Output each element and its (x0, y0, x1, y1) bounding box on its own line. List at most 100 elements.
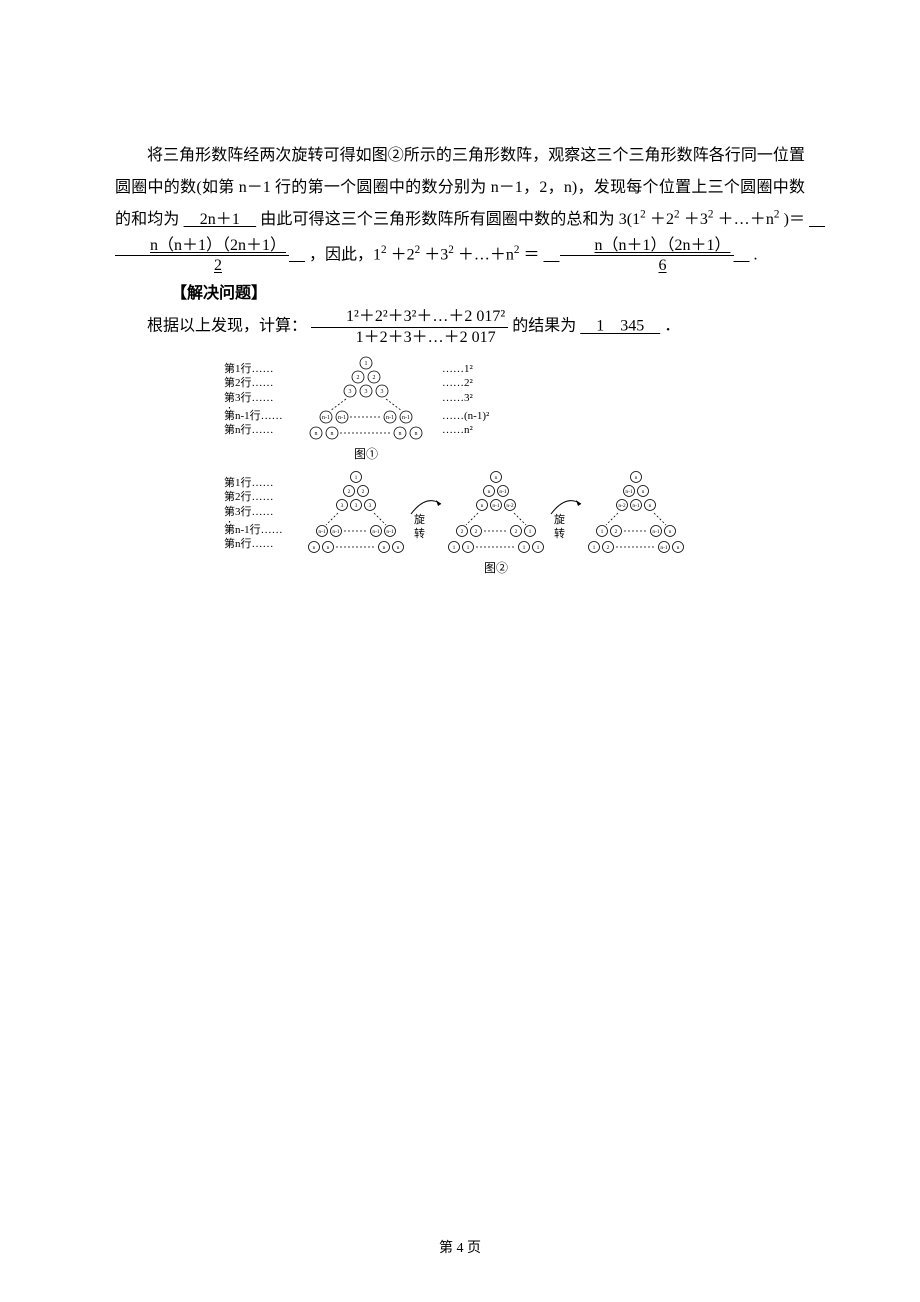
triangle-1: 1 22 333 n-1n-1n-1n-1 nnnn (296, 355, 436, 445)
svg-text:3: 3 (341, 503, 344, 509)
svg-text:n-1: n-1 (322, 415, 330, 421)
section-heading: 【解决问题】 (171, 279, 805, 303)
frac1-den: 2 (115, 256, 289, 275)
svg-text:1: 1 (529, 529, 532, 535)
svg-text:n: n (649, 503, 652, 509)
p1-t11: ＝ (523, 246, 539, 263)
svg-text:n-1: n-1 (625, 489, 633, 495)
svg-text:1: 1 (537, 545, 540, 551)
p1-t3: ＋2 (650, 211, 674, 228)
p1-t12: . (754, 246, 758, 263)
rotate-label: 旋转 (554, 513, 566, 542)
paragraph-1: 将三角形数阵经两次旋转可得如图②所示的三角形数阵，观察这三个三角形数阵各行同一位… (115, 140, 805, 275)
svg-text:n-1: n-1 (652, 529, 660, 535)
diagram-1: 第1行…… 第2行…… 第3行…… ⋮ 第n-1行…… 第n行…… (224, 355, 696, 463)
svg-text:n-1: n-1 (499, 489, 507, 495)
row-label: 第n行…… (224, 423, 296, 437)
frac3-num: 1²＋2²＋3²＋…＋2 017² (311, 307, 508, 327)
svg-text:n: n (495, 475, 498, 481)
row-square: ……3² (442, 391, 489, 405)
svg-text:2: 2 (615, 529, 618, 535)
svg-text:2: 2 (475, 529, 478, 535)
p1-t5: ＋…＋n (718, 211, 774, 228)
row-label: 第n-1行…… (224, 409, 296, 423)
p2-t2: 的结果为 (512, 318, 576, 335)
row-label: 第n-1行…… (224, 523, 296, 537)
svg-text:3: 3 (369, 503, 372, 509)
p1-t6: )＝ (784, 211, 805, 228)
p1-t4: ＋3 (684, 211, 708, 228)
svg-text:3: 3 (365, 389, 368, 395)
svg-text:3: 3 (355, 503, 358, 509)
svg-text:n: n (315, 431, 318, 437)
svg-text:n: n (481, 503, 484, 509)
svg-text:n: n (327, 545, 330, 551)
fraction-3: 1²＋2²＋3²＋…＋2 017² 1＋2＋3＋…＋2 017 (311, 307, 508, 346)
triangle-2a: 1 22 333 n-1n-1n-1n-1 nnnn (296, 469, 416, 559)
triangle-2c: n n-1 n n-2 n-1 n 1 2 n-1 n 1 2 n-1 n (576, 469, 696, 559)
p1-t2: 由此可得这三个三角形数阵所有圆圈中数的总和为 3(1 (260, 211, 640, 228)
svg-text:n: n (642, 489, 645, 495)
frac3-den: 1＋2＋3＋…＋2 017 (311, 328, 508, 347)
svg-text:n-1: n-1 (386, 415, 394, 421)
svg-text:n: n (635, 475, 638, 481)
row-label: 第3行…… (224, 391, 296, 405)
svg-text:3: 3 (381, 389, 384, 395)
svg-text:n: n (397, 545, 400, 551)
svg-text:2: 2 (515, 529, 518, 535)
row-label: 第n行…… (224, 537, 296, 551)
svg-text:1: 1 (601, 529, 604, 535)
caption-2: 图② (296, 561, 696, 577)
fraction-1: n（n＋1）（2n＋1） 2 (115, 236, 289, 275)
svg-text:n-2: n-2 (618, 503, 626, 509)
svg-text:3: 3 (349, 389, 352, 395)
frac1-num: n（n＋1）（2n＋1） (115, 236, 289, 256)
row-square: ……1² (442, 362, 489, 376)
row-label: 第1行…… (224, 476, 296, 490)
svg-text:n-1: n-1 (386, 529, 394, 535)
svg-text:n-1: n-1 (338, 415, 346, 421)
diagram-2: 第1行…… 第2行…… 第3行…… ⋮ 第n-1行…… 第n行…… (224, 469, 696, 577)
svg-text:n: n (669, 529, 672, 535)
row-label: 第2行…… (224, 376, 296, 390)
rotate-label: 旋转 (414, 513, 426, 542)
p2-t1: 根据以上发现，计算： (147, 318, 307, 335)
fraction-2: n（n＋1）（2n＋1） 6 (560, 236, 734, 275)
svg-text:n: n (415, 431, 418, 437)
svg-text:1: 1 (523, 545, 526, 551)
svg-text:n-1: n-1 (632, 503, 640, 509)
frac2-num: n（n＋1）（2n＋1） (560, 236, 734, 256)
svg-text:n-1: n-1 (492, 503, 500, 509)
p1-t7: ，因此，1 (309, 246, 381, 263)
triangle-2b: n nn-1 nn-1n-2 2221 1111 (436, 469, 556, 559)
svg-text:n-1: n-1 (402, 415, 410, 421)
row-label: 第3行…… (224, 505, 296, 519)
svg-text:1: 1 (365, 361, 368, 367)
blank-2: 1 345 (580, 318, 660, 335)
row-square: ……n² (442, 423, 489, 437)
svg-text:n: n (677, 545, 680, 551)
svg-text:1: 1 (593, 545, 596, 551)
paragraph-2: 根据以上发现，计算： 1²＋2²＋3²＋…＋2 017² 1＋2＋3＋…＋2 0… (115, 307, 805, 346)
svg-text:2: 2 (362, 489, 365, 495)
svg-text:n-1: n-1 (318, 529, 326, 535)
svg-text:2: 2 (357, 375, 360, 381)
svg-text:n: n (399, 431, 402, 437)
svg-text:n-1: n-1 (660, 545, 668, 551)
svg-text:2: 2 (461, 529, 464, 535)
page-number: 第 4 页 (0, 1237, 920, 1257)
svg-text:2: 2 (373, 375, 376, 381)
diagram-wrapper: 第1行…… 第2行…… 第3行…… ⋮ 第n-1行…… 第n行…… (115, 355, 805, 583)
row-label: 第1行…… (224, 362, 296, 376)
svg-text:n: n (488, 489, 491, 495)
svg-text:2: 2 (607, 545, 610, 551)
svg-text:2: 2 (348, 489, 351, 495)
row-square: ……(n-1)² (442, 409, 489, 423)
row-label: 第2行…… (224, 490, 296, 504)
svg-text:1: 1 (453, 545, 456, 551)
svg-text:1: 1 (355, 475, 358, 481)
svg-text:n: n (313, 545, 316, 551)
p1-t10: ＋…＋n (458, 246, 514, 263)
caption-1: 图① (296, 447, 436, 463)
svg-text:1: 1 (467, 545, 470, 551)
